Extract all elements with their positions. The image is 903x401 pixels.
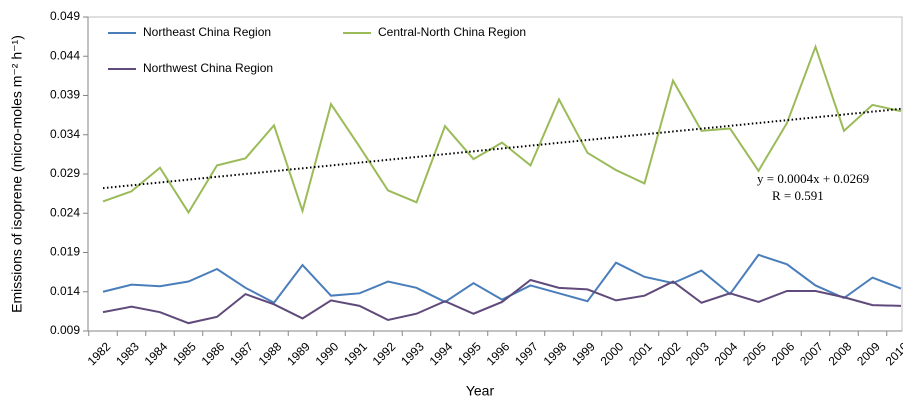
x-tick-label: 1986 <box>199 339 228 368</box>
x-tick-label: 2004 <box>712 339 741 368</box>
x-tick-label: 1999 <box>569 339 598 368</box>
y-tick-label: 0.014 <box>50 284 80 298</box>
x-tick-label: 2003 <box>683 339 712 368</box>
y-tick-label: 0.019 <box>50 245 80 259</box>
x-tick-label: 1991 <box>341 339 370 368</box>
legend-label: Central-North China Region <box>378 25 526 39</box>
x-tick-label: 2010 <box>883 339 903 368</box>
x-tick-label: 2007 <box>797 339 826 368</box>
x-tick-label: 2000 <box>598 339 627 368</box>
y-tick-label: 0.034 <box>50 127 80 141</box>
x-tick-label: 1993 <box>398 339 427 368</box>
annotation: R = 0.591 <box>772 188 824 203</box>
y-tick-label: 0.009 <box>50 323 80 337</box>
y-tick-label: 0.029 <box>50 166 80 180</box>
x-tick-label: 1983 <box>113 339 142 368</box>
x-tick-label: 2006 <box>769 339 798 368</box>
y-tick-label: 0.024 <box>50 205 80 219</box>
x-tick-label: 2008 <box>826 339 855 368</box>
series-line <box>102 278 902 325</box>
series-line <box>102 43 902 215</box>
x-tick-label: 1992 <box>370 339 399 368</box>
x-tick-label: 1996 <box>484 339 513 368</box>
x-tick-label: 1982 <box>85 339 114 368</box>
y-tick-label: 0.044 <box>50 48 80 62</box>
x-tick-label: 1987 <box>227 339 256 368</box>
x-tick-label: 1994 <box>427 339 456 368</box>
x-tick-label: 1998 <box>541 339 570 368</box>
legend-label: Northeast China Region <box>143 25 271 39</box>
trendline <box>102 107 902 190</box>
x-tick-label: 1989 <box>284 339 313 368</box>
x-tick-label: 1995 <box>455 339 484 368</box>
x-tick-label: 2001 <box>626 339 655 368</box>
x-tick-label: 1985 <box>170 339 199 368</box>
x-tick-label: 1988 <box>256 339 285 368</box>
x-axis-label: Year <box>466 383 495 399</box>
x-tick-label: 1997 <box>512 339 541 368</box>
x-tick-label: 2009 <box>854 339 883 368</box>
y-tick-label: 0.039 <box>50 88 80 102</box>
x-tick-label: 2002 <box>655 339 684 368</box>
y-axis-label: Emissions of isoprene (micro-moles m⁻² h… <box>9 35 25 313</box>
legend-label: Northwest China Region <box>143 61 273 75</box>
x-tick-label: 2005 <box>740 339 769 368</box>
x-tick-label: 1984 <box>142 339 171 368</box>
x-tick-label: 1990 <box>313 339 342 368</box>
annotation: y = 0.0004x + 0.0269 <box>757 171 869 186</box>
y-tick-label: 0.049 <box>50 9 80 23</box>
series-line <box>102 253 902 305</box>
